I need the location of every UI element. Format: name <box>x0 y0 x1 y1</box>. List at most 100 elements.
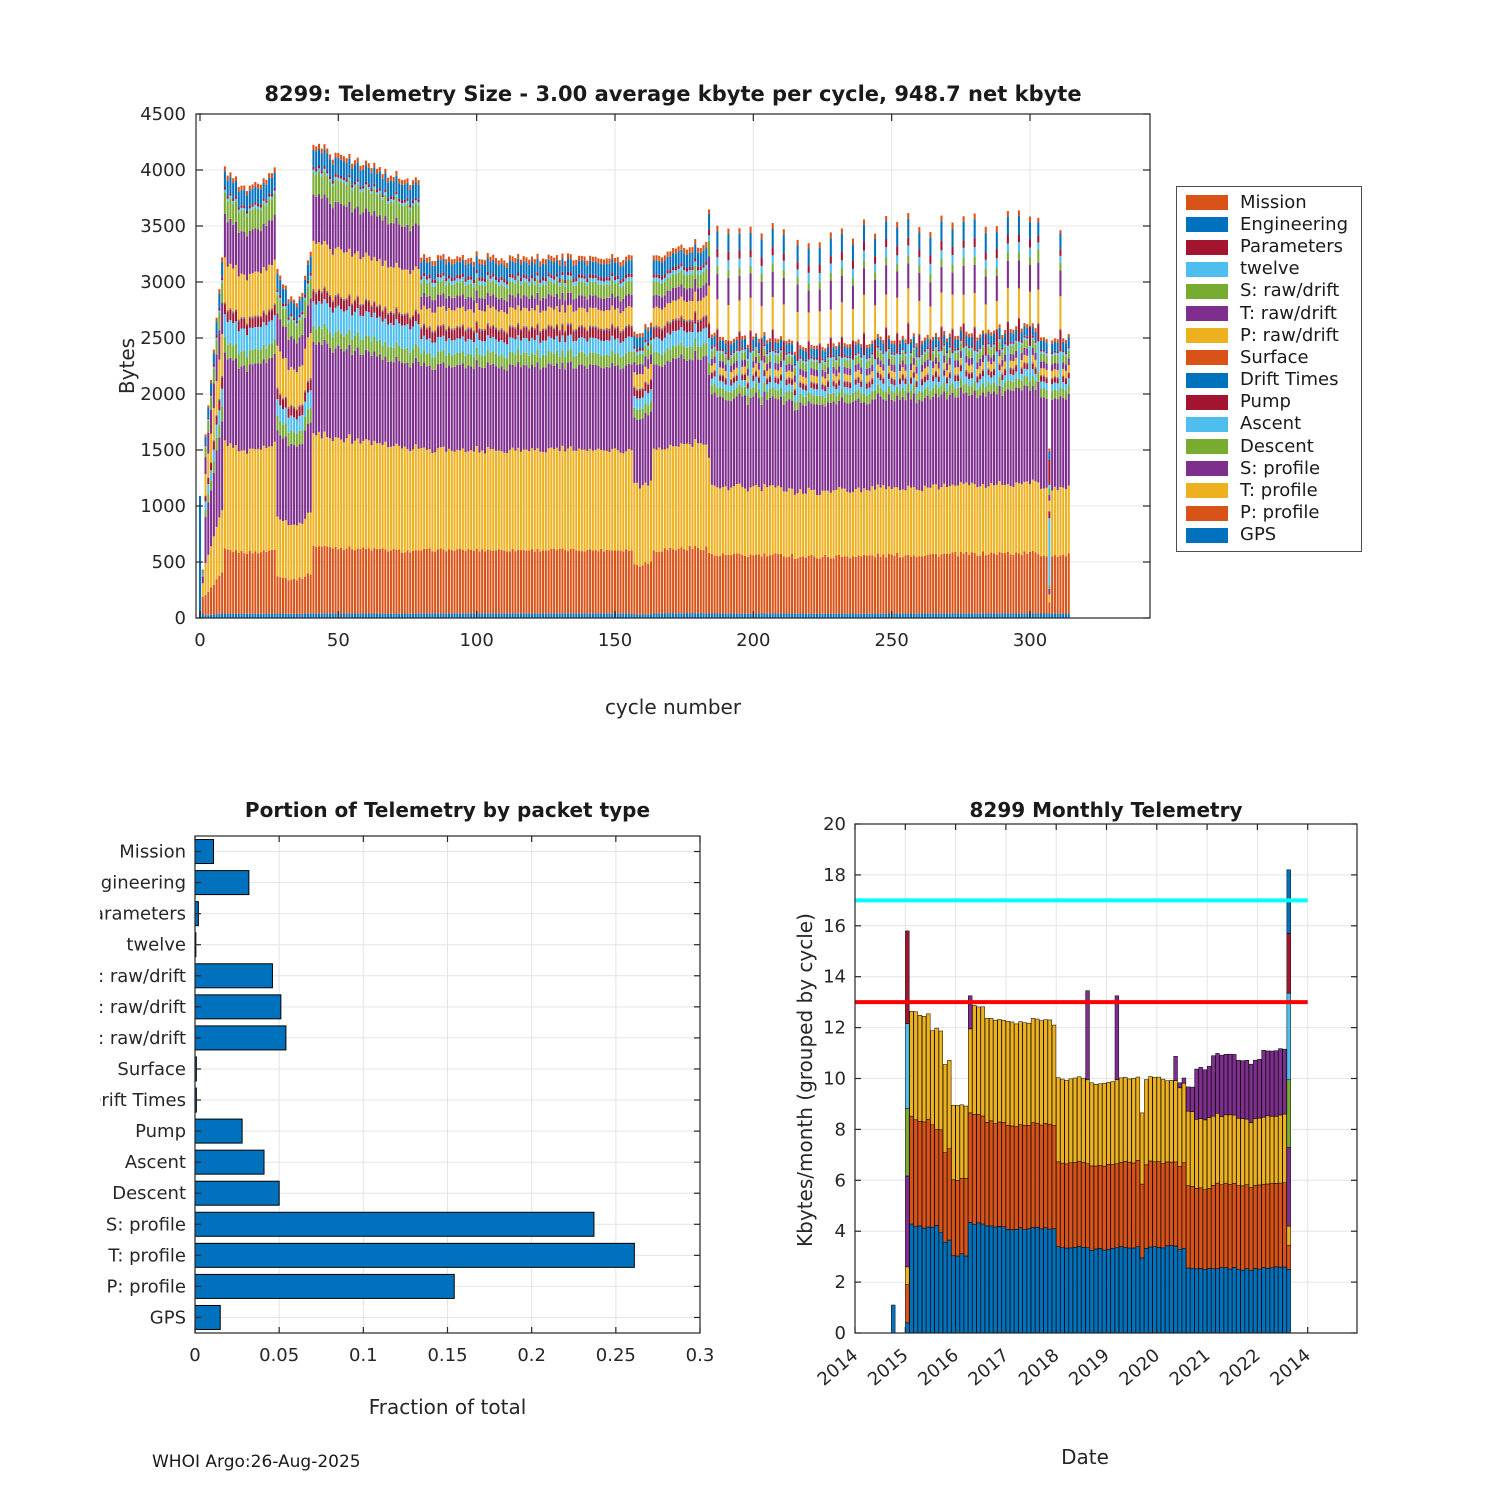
bar-segment <box>915 343 918 347</box>
bar-segment <box>356 295 359 297</box>
bar-segment <box>287 317 290 320</box>
bar-segment <box>492 363 495 450</box>
bar-segment <box>550 327 553 338</box>
bar-segment <box>625 337 628 353</box>
bar-segment <box>259 317 262 328</box>
bar-segment <box>334 176 337 180</box>
bar-segment <box>450 340 453 356</box>
bar-segment <box>240 273 243 317</box>
bar-segment <box>691 301 694 320</box>
bar-segment <box>367 186 370 190</box>
bar-segment <box>824 360 827 363</box>
bar-segment <box>901 380 904 388</box>
bar-segment <box>544 452 547 551</box>
bar-segment <box>669 273 672 278</box>
bar-segment <box>655 325 658 327</box>
bar-segment <box>636 338 639 350</box>
bar-segment <box>1042 349 1045 352</box>
bar-segment <box>293 339 296 370</box>
bar-segment <box>705 295 708 315</box>
bar-segment <box>785 354 788 358</box>
bar-segment <box>1001 338 1004 348</box>
bar-segment <box>730 344 733 354</box>
bar-segment <box>860 393 863 403</box>
bar-segment <box>414 197 417 201</box>
bar-segment <box>630 260 633 274</box>
bar-segment <box>868 387 871 395</box>
bar-segment <box>951 330 954 354</box>
bar-segment <box>993 370 996 376</box>
bar-segment <box>234 310 237 312</box>
bar-segment <box>633 386 636 388</box>
bar-segment <box>594 613 597 618</box>
bar-segment <box>1004 375 1007 383</box>
bar-segment <box>475 320 478 323</box>
bar-segment <box>699 270 702 275</box>
bar-segment <box>456 364 459 450</box>
bar-segment <box>215 416 218 425</box>
bar-segment <box>453 613 456 618</box>
bar-segment <box>633 372 636 387</box>
bar-segment <box>851 285 854 309</box>
bar-segment <box>370 260 373 305</box>
bar-segment <box>766 377 769 379</box>
bar-segment <box>420 365 423 449</box>
bar-segment <box>835 404 838 490</box>
bar-segment <box>578 550 581 614</box>
bar-segment <box>699 443 702 550</box>
bar-segment <box>312 149 315 167</box>
bar-segment <box>945 613 949 618</box>
bar-segment <box>993 330 996 334</box>
bar-segment <box>998 356 1001 364</box>
bar-segment <box>1012 390 1015 487</box>
bar-segment <box>248 551 251 614</box>
bar-segment <box>843 373 846 381</box>
bar-segment <box>561 325 564 336</box>
bar-segment <box>542 258 545 264</box>
bar-segment <box>470 283 473 298</box>
bar-segment <box>791 613 794 618</box>
bar-segment <box>1053 382 1056 390</box>
bar-segment <box>207 615 210 618</box>
bar-segment <box>674 287 677 301</box>
bar-segment <box>439 281 442 296</box>
bar-segment <box>802 347 805 351</box>
bar-segment <box>721 397 724 488</box>
bar-segment <box>326 613 329 618</box>
bar-segment <box>345 181 348 185</box>
bar-segment <box>1020 613 1023 618</box>
bar-segment <box>384 194 387 217</box>
bar-segment <box>979 486 982 556</box>
bar-segment <box>304 297 307 301</box>
bar-segment <box>251 553 254 614</box>
bar-segment <box>1006 380 1009 390</box>
bar-segment <box>688 444 691 546</box>
bar-segment <box>932 381 935 388</box>
bar-segment <box>553 283 556 298</box>
bar-segment <box>766 556 769 614</box>
bar-segment <box>815 359 818 362</box>
bar-segment <box>608 310 611 329</box>
bar-segment <box>547 294 550 307</box>
bar-segment <box>804 396 807 406</box>
bar-segment <box>472 332 475 343</box>
bar-segment <box>782 234 785 254</box>
bar-segment <box>957 387 960 398</box>
bar-segment <box>367 613 370 618</box>
bar-segment <box>553 339 556 354</box>
bar-segment <box>744 366 747 374</box>
bar-segment <box>367 301 370 313</box>
bar-segment <box>591 364 594 451</box>
bar-segment <box>683 270 686 275</box>
bar-segment <box>832 490 835 559</box>
bar-segment <box>329 159 332 177</box>
bar-segment <box>1017 317 1020 319</box>
bar-segment <box>597 353 600 367</box>
bar-segment <box>583 365 586 450</box>
bar-segment <box>1040 340 1043 350</box>
bar-segment <box>412 314 415 316</box>
bar-segment <box>229 218 232 264</box>
bar-segment <box>1015 342 1018 351</box>
bar-segment <box>934 363 937 371</box>
bar-segment <box>655 294 658 307</box>
